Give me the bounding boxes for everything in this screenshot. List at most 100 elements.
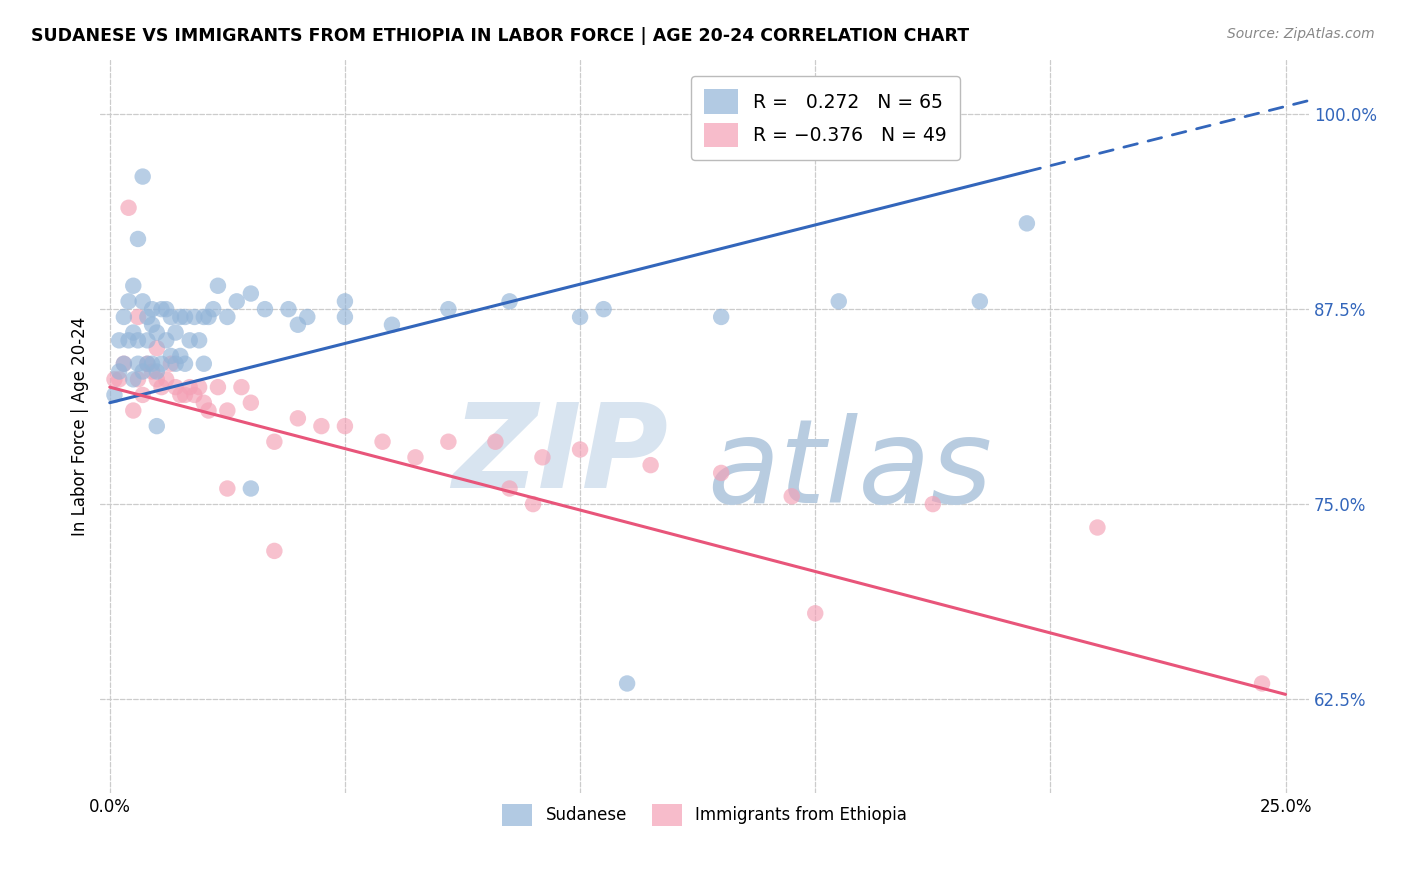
Point [141,318,163,332]
Point [333,310,356,324]
Point [197,310,219,324]
Point [103,372,125,386]
Point [1087,520,1109,534]
Point [710,824,733,838]
Point [146,372,169,386]
Point [174,357,197,371]
Point [188,380,211,394]
Point [155,302,177,317]
Point [155,334,177,348]
Point [150,302,173,317]
Point [136,334,159,348]
Point [1015,216,1038,230]
Text: ZIP: ZIP [451,398,668,513]
Point [136,310,159,324]
Point [122,372,145,386]
Point [127,357,149,371]
Point [108,372,131,386]
Point [437,302,460,317]
Point [127,372,149,386]
Point [183,388,205,402]
Point [131,169,153,184]
Point [297,310,319,324]
Point [969,294,991,309]
Point [146,341,169,355]
Point [131,365,153,379]
Point [146,419,169,434]
Point [174,310,197,324]
Point [263,544,285,558]
Point [381,318,404,332]
Point [160,310,183,324]
Point [239,395,262,409]
Point [179,380,201,394]
Point [165,326,187,340]
Point [371,434,394,449]
Point [127,334,149,348]
Point [531,450,554,465]
Point [141,302,163,317]
Point [828,294,851,309]
Point [225,294,247,309]
Point [193,357,215,371]
Point [1251,676,1274,690]
Point [207,278,229,293]
Point [131,388,153,402]
Point [112,357,135,371]
Point [179,334,201,348]
Point [127,310,149,324]
Point [117,334,139,348]
Point [311,419,333,434]
Point [169,310,191,324]
Point [112,310,135,324]
Point [122,403,145,417]
Point [117,294,139,309]
Point [333,294,356,309]
Point [108,365,131,379]
Point [239,482,262,496]
Point [437,434,460,449]
Point [710,310,733,324]
Point [921,497,943,511]
Point [333,419,356,434]
Point [239,286,262,301]
Point [183,310,205,324]
Point [484,434,506,449]
Point [146,326,169,340]
Point [710,466,733,480]
Point [253,302,276,317]
Point [498,482,520,496]
Point [108,334,131,348]
Point [165,380,187,394]
Text: SUDANESE VS IMMIGRANTS FROM ETHIOPIA IN LABOR FORCE | AGE 20-24 CORRELATION CHAR: SUDANESE VS IMMIGRANTS FROM ETHIOPIA IN … [31,27,969,45]
Point [117,201,139,215]
Point [155,372,177,386]
Point [165,357,187,371]
Point [197,403,219,417]
Y-axis label: In Labor Force | Age 20-24: In Labor Force | Age 20-24 [72,317,89,536]
Text: atlas: atlas [707,413,993,527]
Point [188,334,211,348]
Point [207,380,229,394]
Point [122,278,145,293]
Point [146,365,169,379]
Point [193,395,215,409]
Point [160,357,183,371]
Point [193,310,215,324]
Point [287,411,309,425]
Point [217,310,239,324]
Point [569,310,592,324]
Point [131,294,153,309]
Point [112,357,135,371]
Point [231,380,253,394]
Point [136,357,159,371]
Point [141,365,163,379]
Point [277,302,299,317]
Point [150,380,173,394]
Point [217,403,239,417]
Point [160,349,183,363]
Point [287,318,309,332]
Text: Source: ZipAtlas.com: Source: ZipAtlas.com [1227,27,1375,41]
Point [103,388,125,402]
Point [150,357,173,371]
